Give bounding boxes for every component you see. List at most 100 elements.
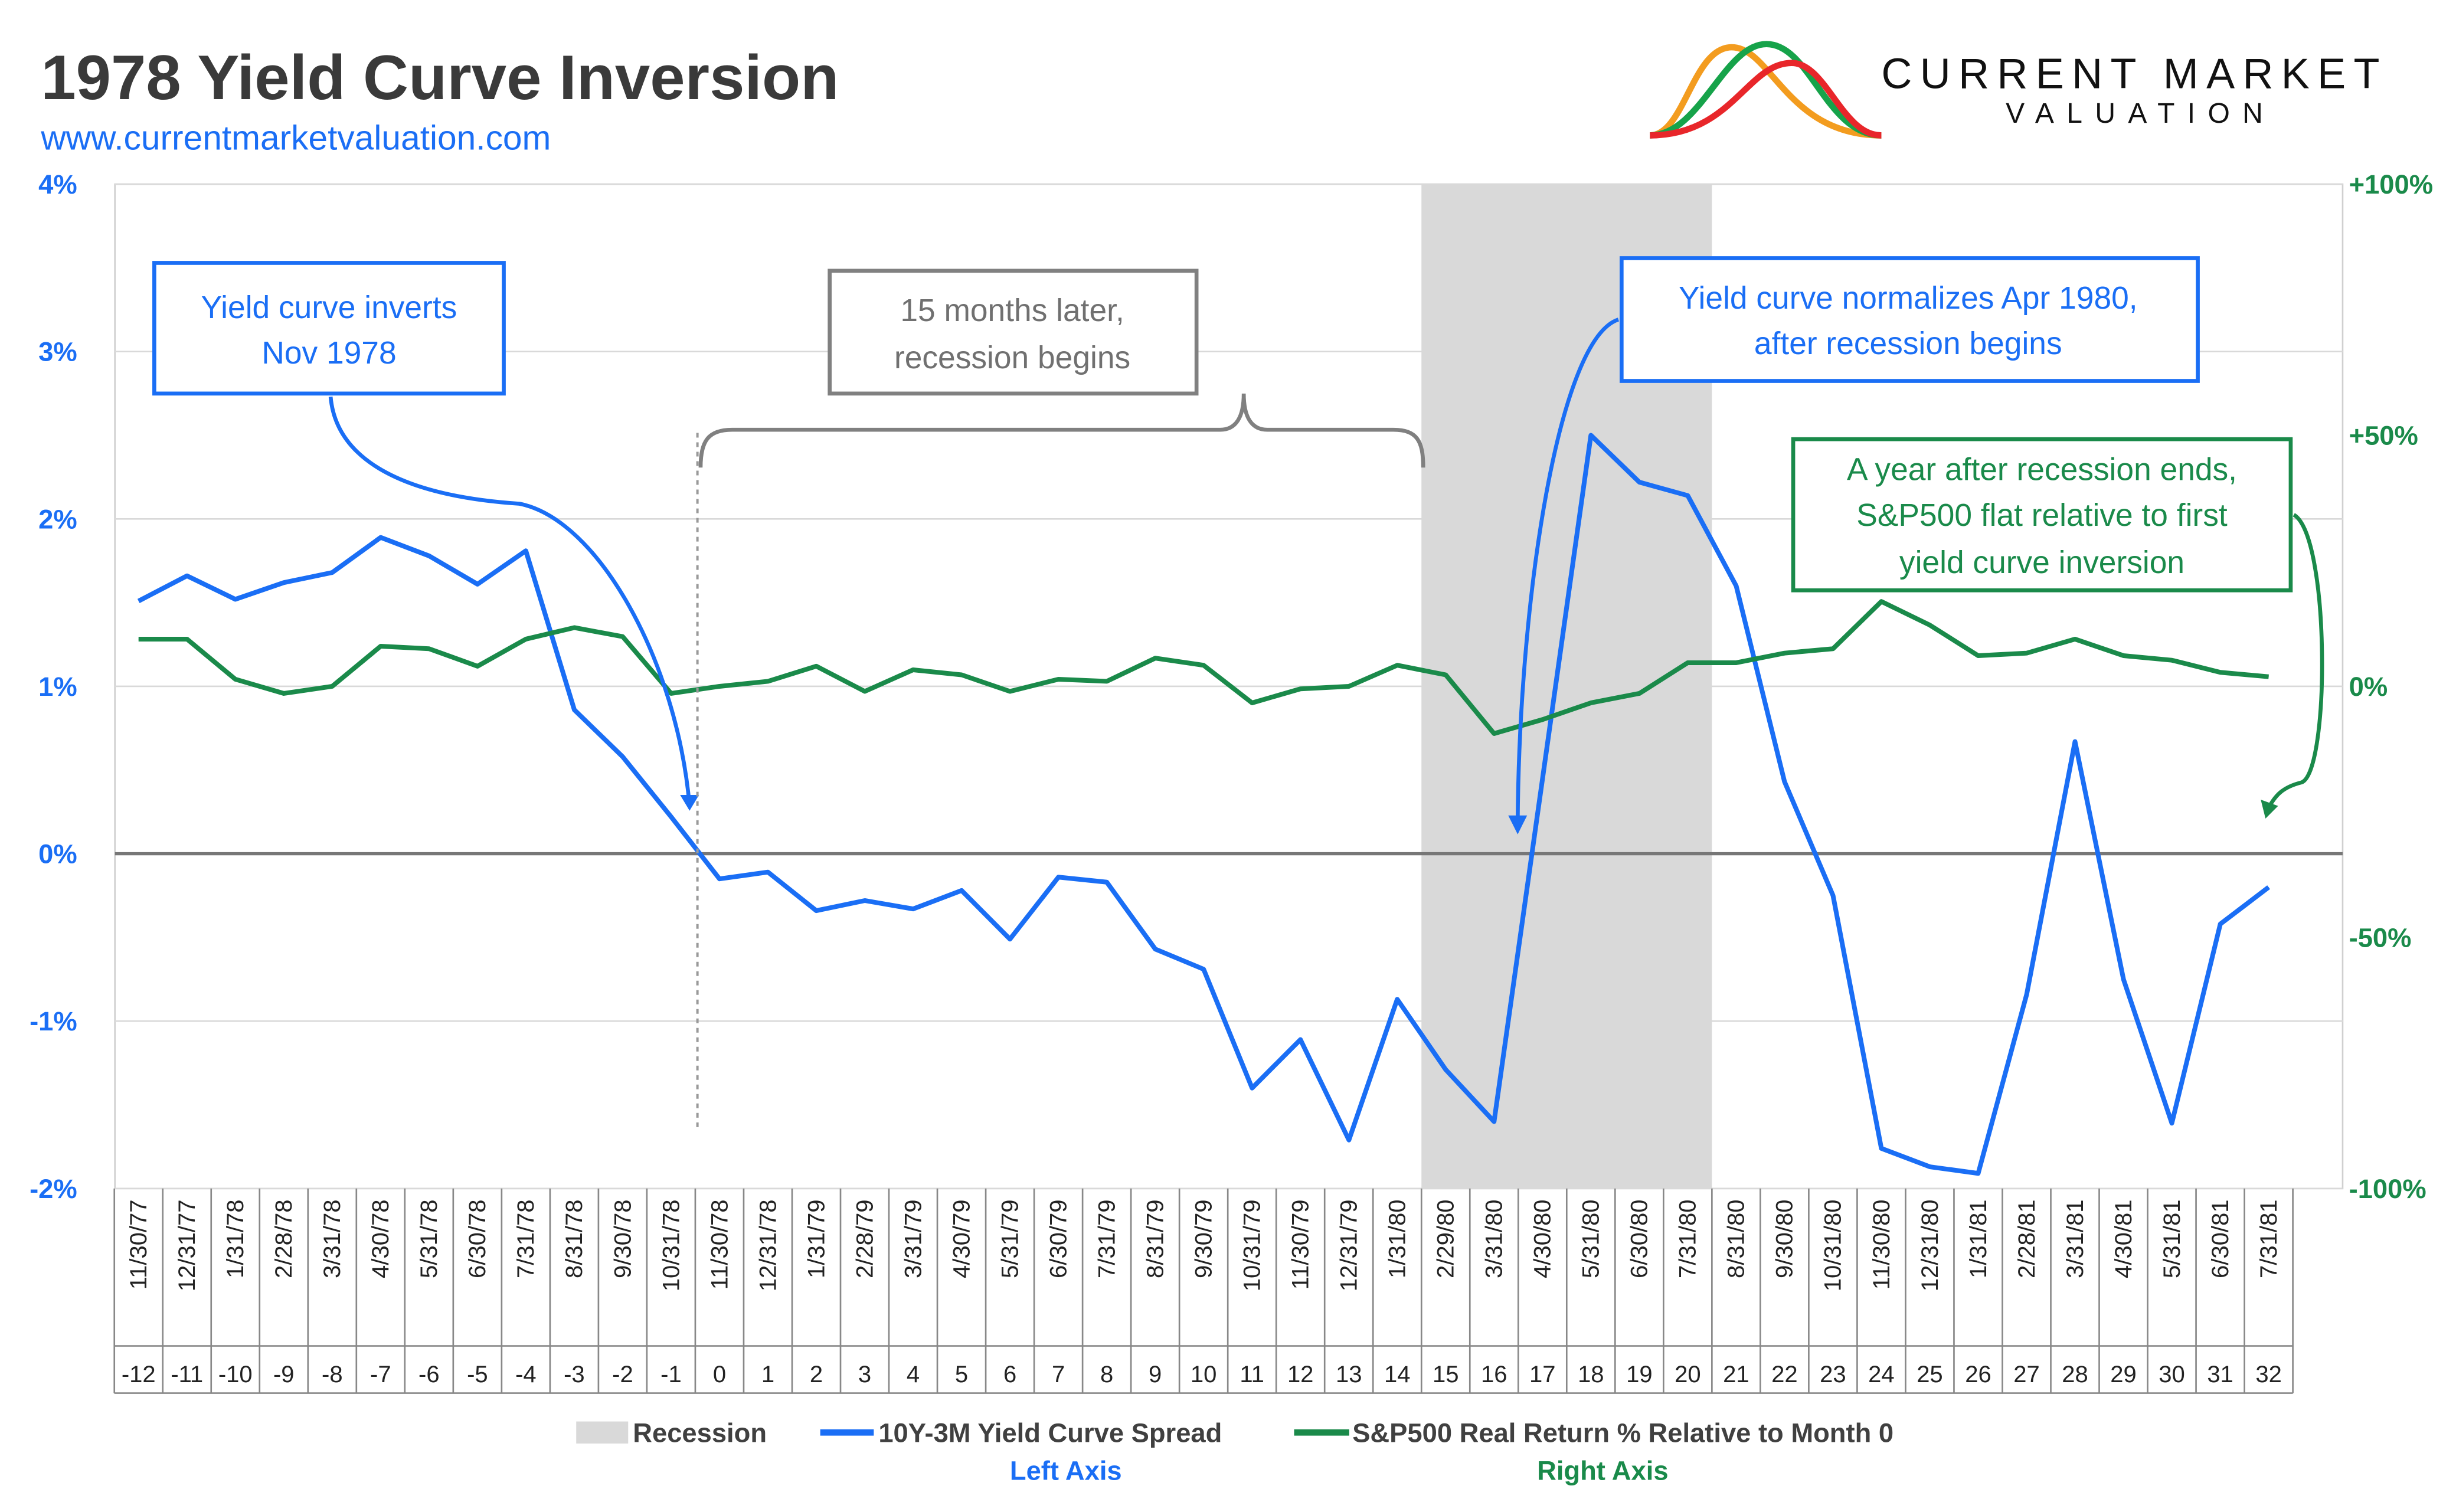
x-tick-month: 2 (810, 1362, 823, 1387)
sp500-point (1881, 601, 1882, 602)
x-tick-month: 22 (1771, 1362, 1798, 1387)
website-url[interactable]: www.currentmarketvaluation.com (40, 119, 551, 157)
x-tick-date: 2/28/79 (852, 1200, 878, 1278)
x-tick-date: 8/31/79 (1142, 1200, 1168, 1278)
left-axis-tick: -2% (30, 1174, 77, 1204)
x-tick-month: 29 (2110, 1362, 2137, 1387)
x-tick-date: 3/31/78 (319, 1200, 345, 1278)
x-tick-month: 28 (2062, 1362, 2088, 1387)
x-tick-month: 9 (1149, 1362, 1162, 1387)
logo-line1: CURRENT MARKET (1881, 50, 2387, 97)
x-tick-date: 11/30/79 (1288, 1200, 1314, 1290)
x-tick-month: -10 (218, 1362, 253, 1387)
legend-right-axis-note: Right Axis (1537, 1455, 1668, 1485)
x-tick-month: -6 (418, 1362, 440, 1387)
left-axis-tick: 1% (38, 672, 77, 702)
svg-text:Yield curve normalizes Apr 198: Yield curve normalizes Apr 1980, after re… (1679, 281, 2138, 361)
x-tick-month: 0 (713, 1362, 726, 1387)
yield-spread-point (2026, 994, 2027, 995)
sp500-point (574, 627, 575, 628)
x-tick-month: 20 (1675, 1362, 1701, 1387)
x-tick-date: 10/31/78 (658, 1200, 684, 1292)
x-tick-date: 3/31/81 (2062, 1200, 2088, 1278)
x-tick-month: 23 (1820, 1362, 1846, 1387)
x-tick-month: -1 (660, 1362, 682, 1387)
x-tick-date: 5/31/81 (2159, 1200, 2185, 1278)
sp500-point (1639, 693, 1640, 694)
x-tick-date: 9/30/79 (1191, 1200, 1216, 1278)
x-tick-date: 1/31/78 (223, 1200, 248, 1278)
left-axis-tick: -1% (30, 1006, 77, 1036)
x-tick-month: 11 (1240, 1362, 1264, 1387)
yield-spread-point (2123, 979, 2124, 980)
sp500-point (816, 666, 817, 667)
yield-spread-point (1397, 999, 1398, 1000)
x-tick-date: 7/31/81 (2256, 1200, 2282, 1278)
sp500-point (2026, 653, 2027, 654)
x-tick-date: 12/31/80 (1917, 1200, 1943, 1292)
annotation-normalizes: Yield curve normalizes Apr 1980, after re… (1508, 256, 2200, 834)
yield-spread-point (1155, 948, 1156, 950)
logo-line2: VALUATION (2006, 98, 2275, 129)
x-tick-date: 8/31/78 (561, 1200, 587, 1278)
x-tick-date: 3/31/80 (1482, 1200, 1507, 1278)
yield-spread-point (574, 709, 575, 710)
x-tick-date: 9/30/78 (610, 1200, 636, 1278)
chart-title: 1978 Yield Curve Inversion (41, 42, 839, 113)
x-tick-month: -2 (612, 1362, 633, 1387)
x-tick-month: -8 (322, 1362, 343, 1387)
x-tick-date: 6/30/81 (2208, 1200, 2233, 1278)
legend-sp500: S&P500 Real Return % Relative to Month 0 (1352, 1418, 1893, 1448)
x-tick-date: 2/28/81 (2014, 1200, 2040, 1278)
yield-spread-point (1542, 778, 1543, 779)
sp500-point (332, 686, 333, 687)
legend-yield-spread: 10Y-3M Yield Curve Spread (878, 1418, 1222, 1448)
sp500-point (235, 679, 236, 680)
yield-spread-point (1300, 1039, 1301, 1040)
annotation-inversion: Yield curve inverts Nov 1978 (152, 261, 699, 811)
sp500-point (138, 639, 139, 640)
yield-spread-point (2268, 887, 2269, 888)
x-tick-month: -4 (515, 1362, 537, 1387)
x-tick-date: 6/30/79 (1045, 1200, 1071, 1278)
x-tick-month: -7 (370, 1362, 391, 1387)
x-tick-date: 10/31/79 (1240, 1200, 1265, 1292)
x-tick-month: 6 (1003, 1362, 1016, 1387)
yield-spread-point (1881, 1148, 1882, 1149)
annotation-year-after: A year after recession ends, S&P500 flat … (1791, 437, 2324, 819)
sp500-point (2268, 676, 2269, 678)
yield-spread-point (429, 555, 430, 557)
x-tick-date: 12/31/78 (755, 1200, 781, 1292)
x-tick-date: 5/31/78 (416, 1200, 442, 1278)
x-tick-month: 31 (2207, 1362, 2233, 1387)
sp500-point (1155, 658, 1156, 659)
legend: Recession 10Y-3M Yield Curve Spread S&P5… (576, 1418, 1893, 1485)
x-tick-month: 18 (1578, 1362, 1604, 1387)
x-tick-date: 5/31/79 (997, 1200, 1023, 1278)
sp500-line (138, 599, 2269, 736)
x-tick-month: 4 (907, 1362, 920, 1387)
yield-spread-point (1784, 781, 1785, 782)
x-tick-date: 3/31/79 (900, 1200, 926, 1278)
svg-text:15 months later,recession begi: 15 months later, recession begins (894, 293, 1130, 375)
x-tick-date: 4/30/80 (1530, 1200, 1556, 1278)
x-tick-month: 26 (1965, 1362, 1991, 1387)
x-tick-month: -11 (171, 1362, 203, 1387)
x-tick-month: 16 (1481, 1362, 1507, 1387)
sp500-point (1397, 665, 1398, 666)
svg-text:A year after recession ends,S&: A year after recession ends, S&P500 flat … (1847, 453, 2237, 580)
x-tick-date: 6/30/80 (1627, 1200, 1653, 1278)
sp500-point (671, 693, 672, 694)
right-axis-tick: -50% (2349, 922, 2412, 953)
left-axis-tick: 0% (38, 839, 77, 869)
yield-spread-point (1639, 482, 1640, 483)
x-tick-month: -9 (273, 1362, 295, 1387)
x-tick-month: 8 (1100, 1362, 1113, 1387)
x-tick-date: 2/29/80 (1433, 1200, 1459, 1278)
yield-spread-point (235, 599, 236, 600)
x-tick-month: 13 (1336, 1362, 1362, 1387)
legend-left-axis-note: Left Axis (1010, 1455, 1122, 1485)
x-tick-date: 5/31/80 (1578, 1200, 1604, 1278)
x-tick-month: 14 (1384, 1362, 1411, 1387)
